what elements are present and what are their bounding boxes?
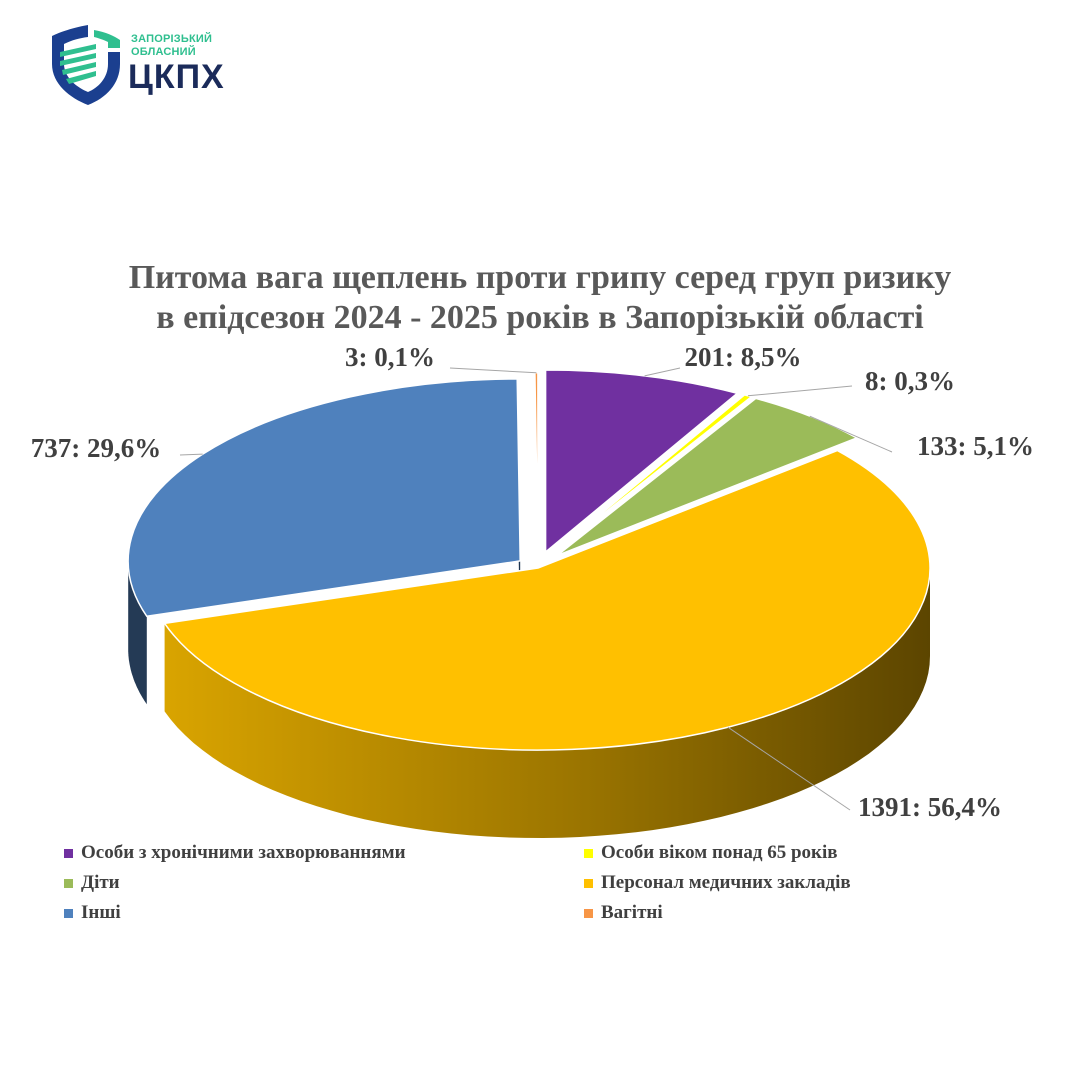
logo-name: ЦКПХ: [128, 58, 225, 96]
logo: ЗАПОРІЗЬКИЙ ОБЛАСНИЙ ЦКПХ: [48, 22, 248, 107]
legend-label: Особи з хронічними захворюваннями: [81, 842, 406, 863]
pie-data-label: 133: 5,1%: [917, 431, 1034, 461]
pie-data-label: 3: 0,1%: [345, 342, 435, 372]
legend-item: Діти: [64, 872, 584, 894]
pie-leader-line: [809, 415, 893, 453]
pie-slice: [544, 369, 739, 554]
legend-swatch: [584, 908, 593, 918]
legend-item: Особи віком понад 65 років: [584, 842, 1024, 864]
chart-title-line1: Питома вага щеплень проти грипу серед гр…: [128, 259, 952, 296]
pie-data-label: 737: 29,6%: [31, 433, 162, 463]
legend-item: Особи з хронічними захворюваннями: [64, 842, 584, 864]
logo-subtitle-line1: ЗАПОРІЗЬКИЙ: [131, 33, 213, 45]
pie-leader-line: [179, 453, 203, 456]
legend-swatch: [64, 848, 73, 858]
legend-swatch: [584, 878, 593, 888]
legend-item: Інші: [64, 902, 584, 924]
pie-data-labels: 201: 8,5% 8: 0,3% 133: 5,1% 1391: 56,4% 737:…: [31, 342, 1034, 822]
legend-item: Вагітні: [584, 902, 1024, 924]
chart-legend: Особи з хронічними захворюваннями Особи в…: [64, 842, 1044, 924]
chart-title: Питома вага щеплень проти грипу серед гр…: [0, 258, 1080, 338]
pie-slice-side: [128, 560, 147, 705]
pie-slice: [534, 372, 539, 555]
pie-slice: [127, 378, 521, 618]
pie-slices: [127, 369, 931, 751]
pie-leader-lines: [179, 367, 893, 811]
legend-label: Вагітні: [601, 902, 663, 923]
shield-logo-icon: [52, 25, 120, 105]
pie-leader-line: [747, 385, 853, 397]
legend-label: Особи віком понад 65 років: [601, 842, 838, 863]
chart-title-line2: в епідсезон 2024 - 2025 років в Запорізь…: [156, 299, 924, 336]
legend-item: Персонал медичних закладів: [584, 872, 1024, 894]
legend-swatch: [584, 848, 593, 858]
legend-label: Діти: [81, 872, 120, 893]
pie-leader-line: [644, 367, 681, 377]
legend-label: Персонал медичних закладів: [601, 872, 851, 893]
legend-swatch: [64, 878, 73, 888]
pie-data-label: 201: 8,5%: [685, 342, 802, 372]
pie-leader-line: [449, 367, 537, 374]
pie-data-label: 1391: 56,4%: [858, 792, 1002, 822]
pie-leader-line: [727, 726, 851, 811]
pie-data-label: 8: 0,3%: [865, 366, 955, 396]
logo-subtitle-line2: ОБЛАСНИЙ: [131, 46, 196, 58]
legend-label: Інші: [81, 902, 121, 923]
legend-swatch: [64, 908, 73, 918]
pie-slice: [552, 394, 754, 555]
pie-slice-side: [164, 568, 931, 838]
